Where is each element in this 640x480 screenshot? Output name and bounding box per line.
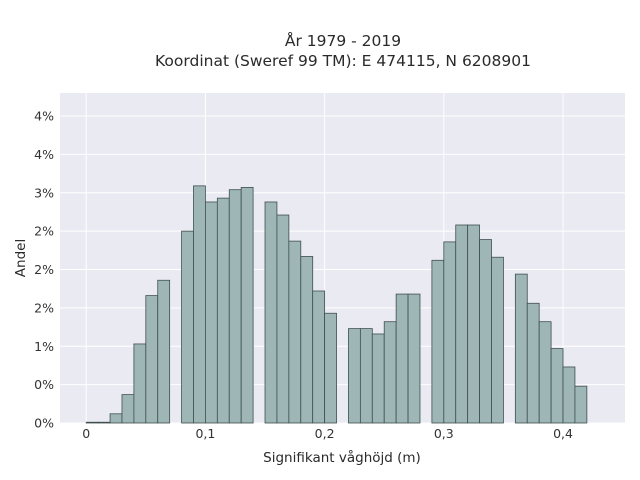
histogram-bar <box>133 343 147 424</box>
y-tick-label: 3% <box>34 185 54 200</box>
chart-title: År 1979 - 2019 <box>285 31 401 50</box>
y-tick-label: 4% <box>34 109 54 124</box>
y-tick-label: 2% <box>34 224 54 239</box>
histogram-bar <box>514 273 528 424</box>
histogram-bar <box>395 293 409 424</box>
histogram-bar <box>109 413 123 424</box>
histogram-bar <box>97 421 111 424</box>
histogram-bar <box>324 312 337 424</box>
histogram-bar <box>216 197 230 424</box>
histogram-bar <box>479 239 492 424</box>
histogram-bar <box>312 290 326 424</box>
histogram-bar <box>264 201 278 424</box>
x-tick-label: 0,3 <box>434 426 454 441</box>
y-tick-label: 0% <box>34 416 54 431</box>
histogram-bar <box>526 302 540 424</box>
histogram-bar <box>348 328 361 424</box>
y-tick-label: 0% <box>34 377 54 392</box>
y-tick-label: 1% <box>34 339 54 354</box>
y-tick-label: 2% <box>34 262 54 277</box>
bars <box>85 185 588 424</box>
histogram-bar <box>383 321 397 424</box>
histogram-bar <box>145 295 159 424</box>
x-tick-label: 0,2 <box>315 426 335 441</box>
histogram-bar <box>443 241 457 424</box>
histogram-bar <box>455 224 469 424</box>
x-tick-label: 0,4 <box>553 426 573 441</box>
histogram-bar <box>467 224 480 424</box>
histogram-bar <box>85 421 99 424</box>
histogram-bar <box>407 293 421 424</box>
histogram-bar <box>538 321 552 424</box>
histogram-bar <box>431 259 445 424</box>
y-axis-ticks: 0% 0% 1% 2% 2% 2% 3% 4% 4% <box>34 109 54 431</box>
histogram-bar <box>359 328 373 424</box>
y-tick-label: 2% <box>34 300 54 315</box>
histogram-bar <box>193 185 206 424</box>
histogram-bar <box>276 214 290 424</box>
histogram-bar <box>181 230 194 424</box>
histogram-bar <box>205 201 218 424</box>
histogram-bar <box>121 394 135 424</box>
chart-subtitle: Koordinat (Sweref 99 TM): E 474115, N 62… <box>155 52 531 70</box>
histogram-bar <box>228 189 242 424</box>
x-tick-label: 0 <box>82 426 90 441</box>
histogram-bar <box>157 279 171 424</box>
histogram-bar <box>371 333 385 424</box>
histogram-bar <box>562 366 576 424</box>
x-tick-label: 0,1 <box>195 426 215 441</box>
histogram-bar <box>491 256 504 424</box>
histogram-bar <box>550 348 564 424</box>
x-axis-label: Signifikant våghöjd (m) <box>263 449 421 466</box>
y-tick-label: 4% <box>34 147 54 162</box>
histogram-bar <box>300 256 314 424</box>
histogram-bar <box>574 385 588 424</box>
histogram-bar <box>240 186 254 424</box>
histogram-bar <box>288 240 302 424</box>
y-axis-label: Andel <box>13 239 29 277</box>
x-axis-ticks: 0 0,1 0,2 0,3 0,4 <box>82 426 573 441</box>
